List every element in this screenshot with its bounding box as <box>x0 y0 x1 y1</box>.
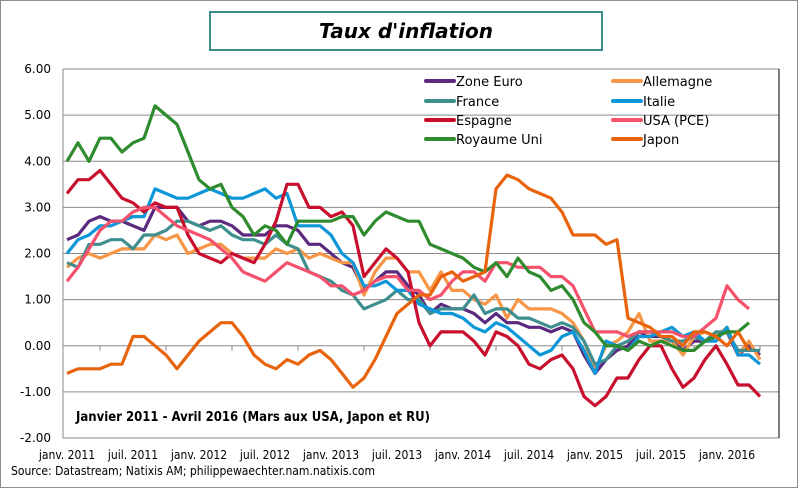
x-tick-label: juil. 2015 <box>635 448 686 462</box>
y-tick-label: 4.00 <box>24 154 51 168</box>
series-line-royaume-uni <box>65 104 751 352</box>
source-note: Source: Datastream; Natixis AM; philippe… <box>11 464 376 478</box>
legend-label: France <box>456 95 499 110</box>
x-tick-label: janv. 2011 <box>38 448 95 462</box>
x-tick-label: janv. 2015 <box>566 448 623 462</box>
y-tick-label: 2.00 <box>24 247 51 261</box>
chart-title: Taux d'inflation <box>318 19 494 43</box>
chart-annotation: Janvier 2011 - Avril 2016 (Mars aux USA,… <box>75 410 430 425</box>
x-tick-label: janv. 2013 <box>302 448 359 462</box>
x-tick-label: janv. 2012 <box>170 448 227 462</box>
series-line-usa-pce- <box>65 205 751 339</box>
x-tick-label: janv. 2014 <box>434 448 491 462</box>
x-tick-label: juil. 2014 <box>503 448 554 462</box>
y-tick-label: 1.00 <box>24 293 51 307</box>
legend-label: Royaume Uni <box>456 133 542 148</box>
series-line-espagne <box>65 168 762 408</box>
legend-label: Espagne <box>456 114 512 129</box>
y-tick-label: 5.00 <box>24 108 51 122</box>
y-tick-label: 6.00 <box>24 62 51 76</box>
legend-label: Allemagne <box>643 75 712 90</box>
series-line-japon <box>66 173 751 389</box>
chart-title-box: Taux d'inflation <box>209 11 603 51</box>
x-tick-label: juil. 2011 <box>107 448 158 462</box>
y-tick-label: -2.00 <box>20 431 51 445</box>
x-tick-label: janv. 2016 <box>698 448 755 462</box>
series-line-allemagne <box>65 233 762 371</box>
legend-label: Italie <box>643 95 675 110</box>
y-tick-label: -1.00 <box>20 385 51 399</box>
y-tick-label: 0.00 <box>24 339 51 353</box>
x-tick-label: juil. 2012 <box>239 448 290 462</box>
y-tick-label: 3.00 <box>24 200 51 214</box>
legend-label: USA (PCE) <box>643 114 709 129</box>
legend-label: Zone Euro <box>456 75 523 90</box>
x-tick-label: juil. 2013 <box>371 448 422 462</box>
legend-label: Japon <box>642 133 679 148</box>
